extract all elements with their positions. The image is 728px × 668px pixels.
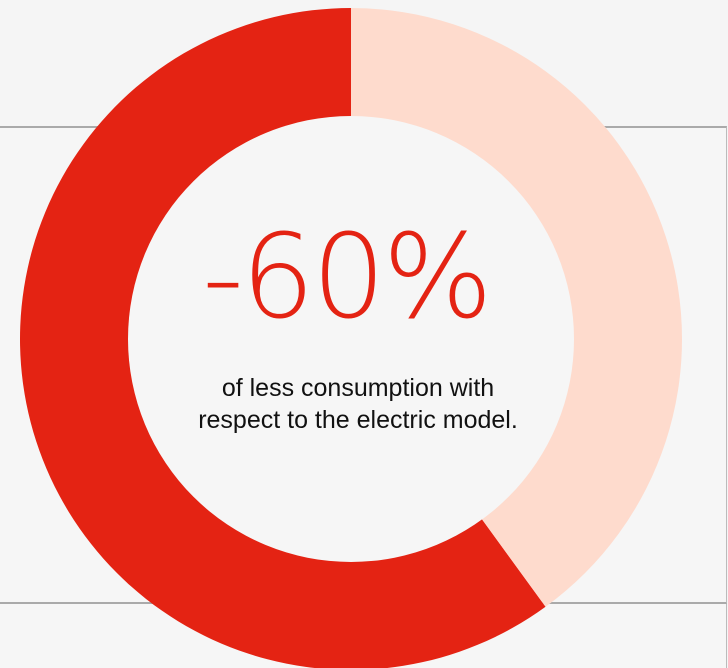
donut-hole [128,116,574,562]
